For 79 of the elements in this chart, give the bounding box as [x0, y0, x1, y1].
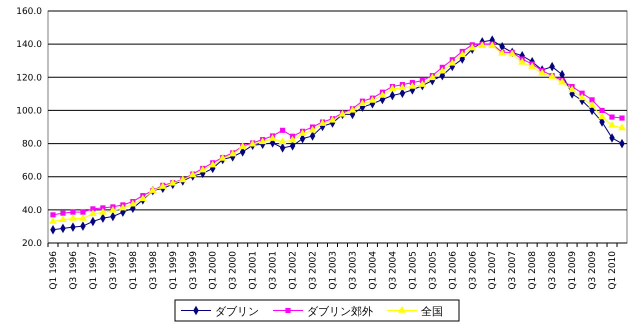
point — [138, 194, 147, 202]
point — [398, 83, 406, 90]
x-tick-label: Q1 2005 — [408, 251, 418, 290]
y-tick-label: 140.0 — [16, 40, 42, 50]
point — [609, 114, 615, 120]
point — [378, 91, 386, 98]
x-tick-label: Q3 2004 — [388, 250, 398, 290]
y-tick-label: 40.0 — [22, 206, 42, 216]
point — [288, 136, 296, 142]
x-tick-label: Q1 2002 — [288, 251, 299, 290]
y-tick-label: 160.0 — [16, 7, 42, 17]
point — [118, 204, 127, 210]
x-tick-label: Q1 2007 — [488, 251, 498, 290]
y-tick-label: 20.0 — [22, 239, 42, 249]
x-tick-label: Q3 2001 — [268, 251, 279, 290]
x-tick-label: Q1 2006 — [448, 250, 458, 290]
point — [438, 66, 446, 74]
y-tick-label: 80.0 — [22, 140, 42, 150]
y-tick-label: 100.0 — [16, 106, 42, 116]
point — [599, 108, 605, 113]
x-tick-label: Q3 1996 — [68, 250, 79, 290]
point — [69, 214, 77, 221]
point — [468, 44, 476, 50]
point — [80, 210, 86, 215]
point — [109, 206, 117, 213]
point — [59, 215, 67, 222]
x-tick-label: Q1 2010 — [608, 250, 618, 290]
y-tick-label: 120.0 — [16, 73, 42, 84]
x-tick-label: Q3 2000 — [228, 250, 239, 290]
y-tick-label: 60.0 — [22, 172, 42, 183]
x-tick-label: Q1 1996 — [48, 250, 59, 290]
x-tick-label: Q3 2002 — [308, 251, 319, 290]
point — [578, 93, 586, 100]
point — [418, 80, 426, 87]
point — [448, 58, 456, 66]
point — [308, 126, 316, 133]
x-tick-label: Q1 2003 — [328, 251, 339, 290]
x-tick-label: Q1 2009 — [568, 250, 578, 290]
x-tick-label: Q1 1999 — [168, 250, 179, 290]
point — [568, 85, 576, 92]
point — [79, 214, 87, 221]
point — [89, 209, 97, 216]
point — [70, 210, 76, 215]
point — [278, 137, 286, 144]
point — [408, 82, 416, 89]
x-tick-label: Q1 1998 — [128, 250, 139, 290]
x-tick-label: Q3 2003 — [348, 251, 358, 290]
x-tick-label: Q3 2007 — [508, 251, 518, 290]
point — [618, 124, 626, 130]
x-tick-label: Q3 1998 — [148, 250, 159, 290]
legend-label: 全国 — [421, 305, 443, 318]
point — [538, 68, 546, 76]
x-tick-label: Q1 2001 — [248, 251, 259, 290]
x-tick-label: Q3 2005 — [428, 251, 438, 290]
x-tick-label: Q3 2008 — [548, 250, 558, 290]
x-tick-label: Q3 1999 — [188, 250, 199, 290]
x-tick-label: Q3 1997 — [108, 251, 119, 290]
point — [358, 99, 366, 106]
x-tick-label: Q3 2009 — [588, 250, 598, 290]
point — [619, 116, 625, 121]
point — [49, 216, 57, 224]
point — [588, 100, 596, 108]
point — [268, 134, 276, 141]
point — [458, 50, 466, 57]
legend-label: ダブリン — [215, 305, 259, 318]
point — [598, 112, 606, 120]
legend-label: ダブリン郊外 — [307, 305, 373, 318]
point — [590, 97, 595, 102]
point — [60, 210, 66, 216]
x-tick-label: Q1 2000 — [208, 250, 219, 290]
point — [99, 208, 107, 215]
x-tick-label: Q1 1997 — [88, 251, 99, 290]
x-tick-label: Q1 2004 — [368, 250, 378, 290]
point — [518, 58, 526, 65]
point — [280, 128, 286, 133]
point — [50, 212, 56, 218]
x-tick-label: Q1 2008 — [528, 250, 538, 290]
point — [608, 120, 616, 128]
x-tick-label: Q3 2006 — [468, 250, 478, 290]
